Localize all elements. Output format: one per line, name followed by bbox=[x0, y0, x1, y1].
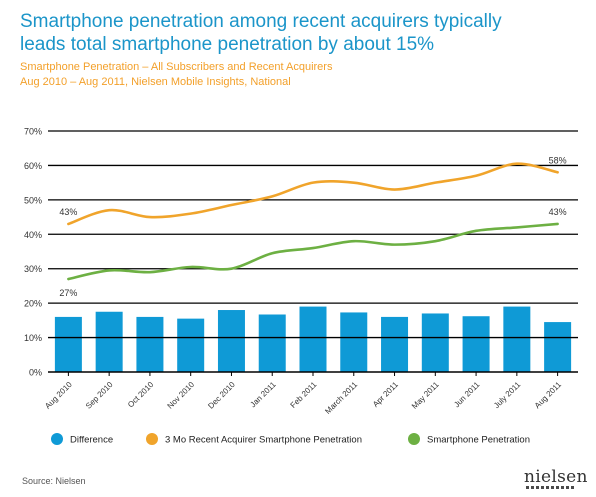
x-tick-label: Feb 2011 bbox=[289, 380, 319, 410]
legend-label: 3 Mo Recent Acquirer Smartphone Penetrat… bbox=[165, 435, 362, 446]
source-note: Source: Nielsen bbox=[22, 476, 86, 486]
bar-difference-9 bbox=[421, 313, 449, 372]
data-label: 58% bbox=[549, 155, 567, 165]
chart-title: Smartphone penetration among recent acqu… bbox=[20, 10, 580, 56]
bar-difference-1 bbox=[95, 311, 123, 372]
bar-difference-0 bbox=[54, 316, 82, 372]
y-tick-label: 40% bbox=[24, 230, 42, 240]
y-tick-label: 70% bbox=[24, 127, 42, 137]
bar-difference-4 bbox=[217, 310, 245, 372]
x-tick-label: Aug 2010 bbox=[43, 380, 74, 411]
bar-difference-6 bbox=[299, 306, 327, 372]
x-tick-label: July 2011 bbox=[492, 380, 523, 411]
bar-difference-10 bbox=[462, 316, 490, 372]
x-tick-label: Aug 2011 bbox=[533, 380, 564, 411]
data-label: 43% bbox=[549, 207, 567, 217]
bar-difference-3 bbox=[177, 318, 205, 372]
chart-subtitle-line-1: Smartphone Penetration – All Subscribers… bbox=[20, 61, 333, 73]
legend-label: Smartphone Penetration bbox=[427, 435, 530, 446]
legend-marker bbox=[408, 433, 420, 445]
x-tick-label: Jun 2011 bbox=[452, 380, 482, 410]
y-tick-label: 30% bbox=[24, 264, 42, 274]
bar-difference-2 bbox=[136, 316, 164, 372]
x-tick-label: Apr 2011 bbox=[371, 380, 400, 409]
chart-subtitle: Smartphone Penetration – All Subscribers… bbox=[20, 60, 580, 90]
y-tick-label: 20% bbox=[24, 299, 42, 309]
x-tick-label: March 2011 bbox=[323, 380, 359, 416]
x-tick-label: Jan 2011 bbox=[248, 380, 278, 410]
x-tick-label: Nov 2010 bbox=[166, 380, 197, 411]
y-tick-label: 50% bbox=[24, 195, 42, 205]
chart-title-line-2: leads total smartphone penetration by ab… bbox=[20, 34, 435, 55]
y-tick-label: 0% bbox=[29, 368, 42, 378]
bar-difference-5 bbox=[258, 314, 286, 372]
data-label: 27% bbox=[59, 288, 77, 298]
nielsen-logo: nielsen bbox=[524, 467, 588, 487]
line-smartphone-penetration bbox=[67, 222, 559, 281]
legend-marker bbox=[146, 433, 158, 445]
x-tick-label: May 2011 bbox=[410, 380, 441, 411]
chart-title-line-1: Smartphone penetration among recent acqu… bbox=[20, 11, 502, 32]
bar-difference-11 bbox=[503, 306, 531, 372]
x-tick-label: Oct 2010 bbox=[126, 380, 156, 410]
data-label: 43% bbox=[59, 207, 77, 217]
legend-label: Difference bbox=[70, 435, 113, 446]
y-tick-label: 60% bbox=[24, 161, 42, 171]
nielsen-logo-dots bbox=[526, 486, 576, 489]
legend-marker bbox=[51, 433, 63, 445]
line-acquirer-penetration bbox=[67, 162, 559, 226]
y-tick-label: 10% bbox=[24, 333, 42, 343]
x-tick-label: Sep 2010 bbox=[84, 380, 115, 411]
x-tick-label: Dec 2010 bbox=[206, 380, 237, 411]
bar-difference-12 bbox=[544, 322, 572, 372]
bar-difference-8 bbox=[381, 316, 409, 372]
bar-difference-7 bbox=[340, 312, 368, 372]
chart-subtitle-line-2: Aug 2010 – Aug 2011, Nielsen Mobile Insi… bbox=[20, 76, 291, 88]
